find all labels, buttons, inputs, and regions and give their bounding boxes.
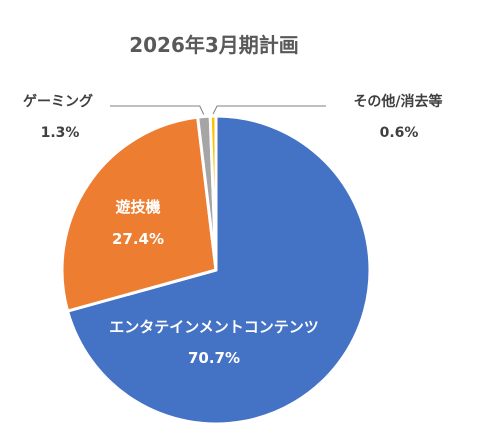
slice-value-gaming: 1.3% bbox=[41, 125, 80, 141]
slice-value-amusement-machines: 27.4% bbox=[112, 230, 164, 248]
slice-label-amusement-machines: 遊技機 bbox=[115, 198, 160, 216]
slice-label-entertainment: エンタテインメントコンテンツ bbox=[109, 318, 319, 336]
slice-value-other: 0.6% bbox=[380, 125, 419, 141]
slice-value-entertainment: 70.7% bbox=[188, 349, 240, 367]
leader-lines bbox=[110, 105, 326, 115]
pie-slice-other bbox=[208, 114, 218, 272]
pie-slice-entertainment bbox=[66, 114, 372, 426]
slice-label-other: その他/消去等 bbox=[353, 93, 442, 110]
chart-title: 2026年3月期計画 bbox=[129, 33, 299, 57]
leader-line-other bbox=[212, 105, 326, 115]
pie-slices bbox=[60, 114, 372, 426]
pie-slice-amusement-machines bbox=[60, 115, 218, 313]
slice-label-gaming: ゲーミング bbox=[23, 93, 93, 110]
leader-line-gaming bbox=[110, 105, 205, 115]
